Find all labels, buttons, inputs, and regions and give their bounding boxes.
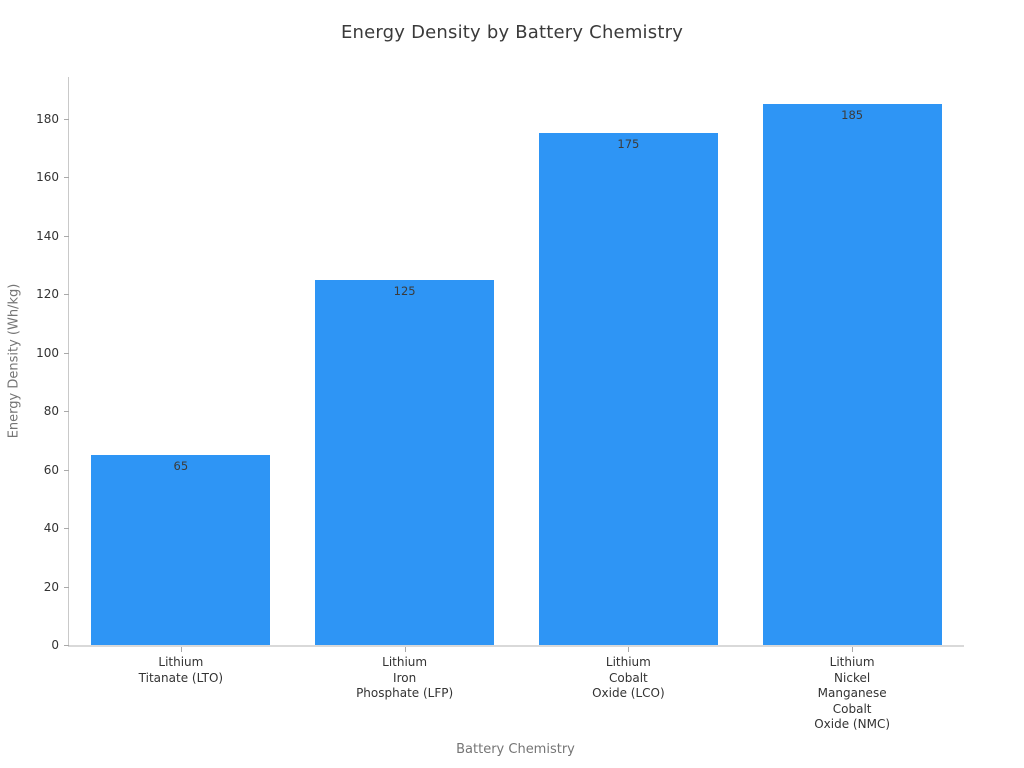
x-tick-label-line: Lithium [605, 655, 651, 669]
x-tick-label-line: Lithium [829, 655, 875, 669]
x-tick-label-line: Nickel [834, 670, 871, 685]
bar-lco: 175 [538, 133, 718, 645]
y-tick-mark [64, 235, 69, 237]
y-tick-mark [64, 469, 69, 471]
x-tick-mark [852, 647, 854, 652]
x-tick-label-line: Phosphate (LFP) [356, 686, 454, 700]
bar-value-label: 125 [393, 283, 416, 298]
y-tick-mark [64, 411, 69, 413]
x-tick-mark [628, 647, 630, 652]
x-tick-label-line: Manganese [817, 686, 887, 700]
bar-nmc: 185 [762, 104, 942, 645]
x-tick-label-line: Cobalt [609, 670, 648, 685]
y-tick-mark [64, 118, 69, 120]
x-tick-label-line: Oxide (LCO) [592, 686, 665, 700]
y-tick-label: 20 [43, 579, 59, 594]
y-tick-label: 60 [43, 462, 59, 477]
y-tick-mark [64, 586, 69, 588]
x-tick-label-lfp: Lithium Iron Phosphate (LFP) [356, 655, 453, 702]
y-tick-label: 40 [43, 521, 59, 536]
x-tick-label-lto: Lithium Titanate (LTO) [139, 655, 223, 686]
y-tick-label: 0 [51, 638, 59, 652]
chart-title: Energy Density by Battery Chemistry [340, 22, 684, 43]
bar-value-label: 185 [841, 108, 864, 123]
y-tick-mark [64, 294, 69, 296]
y-tick-mark [64, 528, 69, 530]
y-tick-label: 80 [43, 404, 59, 419]
x-axis-title: Battery Chemistry [456, 742, 575, 757]
plot-area: 0 20 40 60 80 100 120 140 160 180 65 Lithium Titanat… [36, 77, 964, 731]
x-tick-mark [180, 647, 182, 652]
bar-value-label: 175 [617, 137, 640, 152]
x-tick-label-lco: Lithium Cobalt Oxide (LCO) [592, 655, 665, 702]
x-tick-label-line: Oxide (NMC) [814, 717, 891, 731]
y-tick-label: 100 [36, 345, 59, 360]
bar-value-label: 65 [173, 458, 189, 473]
y-tick-mark [64, 177, 69, 179]
bar-lto: 65 [91, 454, 271, 645]
y-axis-title: Energy Density (Wh/kg) [6, 283, 22, 439]
x-tick-label-nmc: Lithium Nickel Manganese Cobalt Oxide (NMC) [814, 655, 890, 733]
x-tick-label-line: Lithium [158, 655, 204, 669]
y-tick-mark [64, 352, 69, 354]
y-tick-label: 180 [36, 111, 59, 126]
x-tick-label-line: Cobalt [832, 701, 872, 716]
bar-lfp: 125 [315, 279, 495, 645]
y-tick-label: 140 [36, 228, 59, 243]
y-tick-label: 160 [36, 170, 59, 185]
x-tick-label-line: Titanate (LTO) [138, 670, 224, 685]
x-tick-label-line: Lithium [382, 655, 428, 669]
y-tick-label: 120 [36, 287, 59, 302]
y-tick-mark [64, 645, 69, 646]
x-tick-label-line: Iron [393, 670, 417, 685]
x-tick-mark [404, 647, 406, 652]
